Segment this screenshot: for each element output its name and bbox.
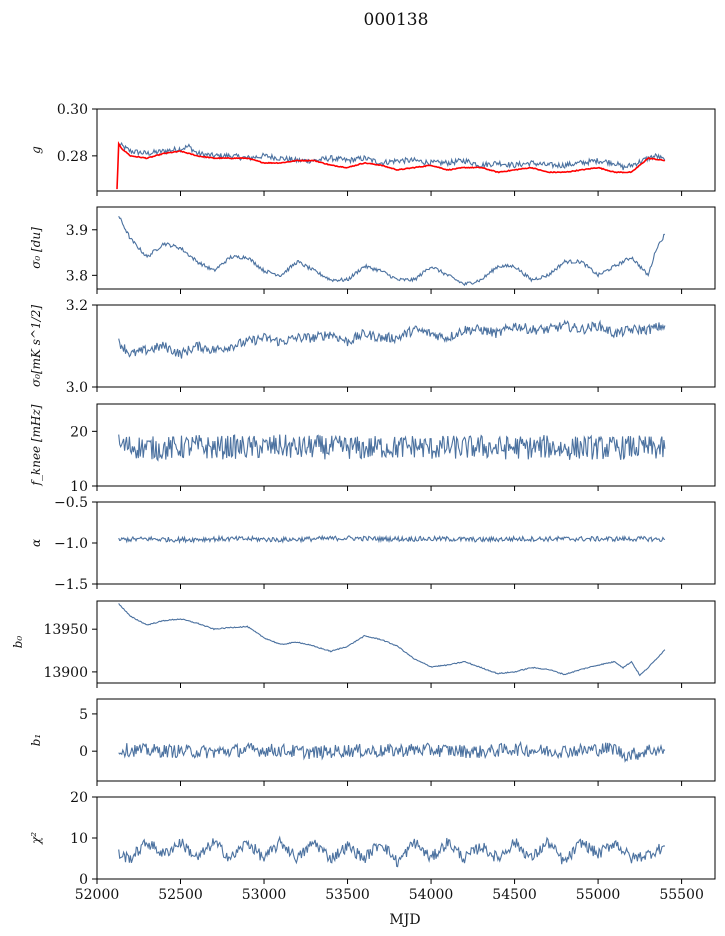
panel-2-ylabel: σ₀[mK s^1/2] (29, 305, 43, 387)
x-tick-label-7: 55500 (659, 887, 704, 903)
panel-3-ytick-label-1: 20 (70, 424, 88, 440)
panel-1-frame (96, 206, 716, 290)
panel-0-ytick-label-1: 0.30 (57, 102, 88, 118)
panel-7-ytick-label-0: 0 (79, 872, 88, 888)
panel-1-series-0-line (118, 215, 665, 287)
panel-5-ylabel: b₀ (11, 636, 25, 649)
x-tick-label-4: 54000 (409, 887, 454, 903)
panel-4-ytick-label-1: −1.0 (54, 536, 88, 552)
x-tick-label-2: 53000 (242, 887, 287, 903)
panel-5-ytick-label-0: 13900 (43, 665, 88, 681)
panel-1-ylabel: σ₀ [du] (29, 227, 43, 269)
x-tick-label-3: 53500 (325, 887, 370, 903)
panel-7-series-0-line (118, 835, 666, 868)
x-tick-label-0: 52000 (75, 887, 120, 903)
x-tick-label-1: 52500 (158, 887, 203, 903)
panel-4-ylabel: α (29, 539, 43, 547)
figure-title: 000138 (364, 10, 429, 30)
x-tick-label-5: 54500 (492, 887, 537, 903)
panel-1-ytick-label-0: 3.8 (66, 268, 88, 284)
panel-2-ytick-label-1: 3.2 (66, 298, 88, 314)
panels: 0.28 0.30 g 3.8 3.9 σ₀ [du] 3.0 3.2 σ₀[mK s^1/2]… (11, 102, 716, 903)
panel-2-series-0-line (118, 319, 666, 359)
panel-3-ylabel: f_knee [mHz] (29, 404, 43, 486)
panel-3-frame (96, 403, 716, 487)
panel-0-frame (96, 108, 716, 192)
panel-0-ytick-label-0: 0.28 (57, 149, 88, 165)
panel-0-series-1-line (116, 141, 665, 190)
panel-6-ylabel: b₁ (29, 734, 43, 747)
panel-7-ytick-label-1: 10 (70, 831, 88, 847)
panel-4-ytick-label-2: −0.5 (54, 495, 88, 511)
panel-5-frame (96, 600, 716, 684)
panel-4-ytick-label-0: −1.5 (54, 577, 88, 593)
panel-3-series-0-line (118, 434, 666, 462)
panel-5-ytick-label-1: 13950 (43, 622, 88, 638)
panel-6-ytick-label-0: 0 (79, 744, 88, 760)
panel-2-frame (96, 304, 716, 388)
x-tick-label-6: 55000 (576, 887, 621, 903)
panel-5-series-0-line (118, 603, 666, 677)
panel-7-ylabel: χ² (29, 832, 43, 845)
panel-0-series-0-line (118, 141, 666, 171)
panel-4-series-0-line (118, 534, 666, 545)
panel-6-ytick-label-1: 5 (79, 707, 88, 723)
panel-1-ytick-label-1: 3.9 (66, 223, 88, 239)
panel-2-ytick-label-0: 3.0 (66, 380, 88, 396)
panel-6-frame (96, 698, 716, 782)
panel-3-ytick-label-0: 10 (70, 479, 88, 495)
panel-6-series-0-line (118, 740, 666, 763)
panel-7-ytick-label-2: 20 (70, 790, 88, 806)
panel-0-ylabel: g (29, 146, 43, 154)
x-axis-label: MJD (389, 912, 420, 928)
panel-4-frame (96, 501, 716, 585)
panel-7-frame (96, 796, 716, 880)
